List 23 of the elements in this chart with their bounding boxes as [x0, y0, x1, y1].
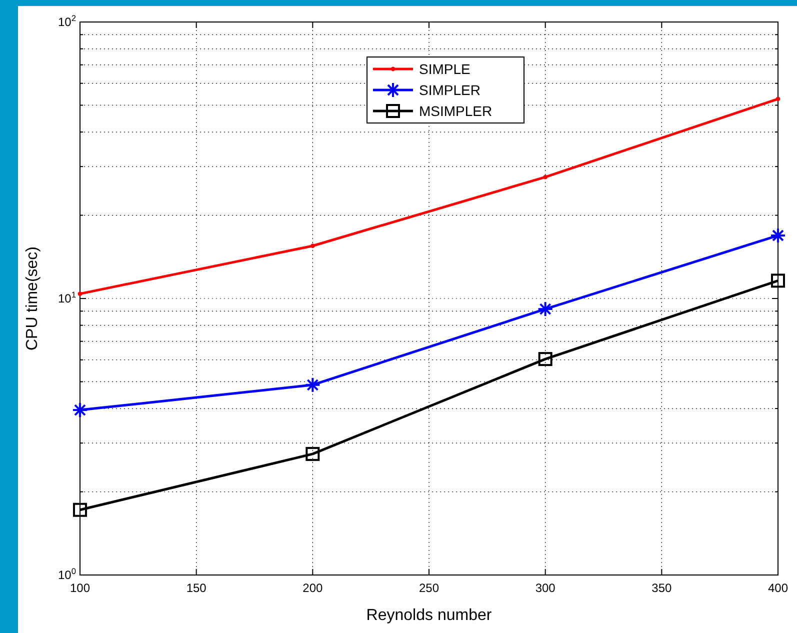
point	[306, 446, 320, 461]
x-tick-label: 100	[70, 581, 90, 595]
point	[543, 174, 548, 180]
y-tick-label: 10$^{2}$	[58, 13, 76, 29]
x-tick-label: 200	[302, 581, 323, 595]
x-tick-label: 150	[186, 581, 207, 595]
point	[73, 502, 87, 517]
point	[771, 274, 785, 288]
legend-label: SIMPLER	[419, 82, 480, 98]
legend-label: MSIMPLER	[419, 103, 492, 119]
point	[538, 352, 552, 366]
x-tick-label: 250	[418, 581, 440, 595]
y-axis-title: CPU time(sec)	[24, 246, 41, 351]
x-tick-label: 350	[652, 581, 672, 595]
x-axis-title: Reynolds number	[366, 607, 492, 624]
x-tick-label: 400	[768, 581, 788, 595]
point	[78, 292, 82, 296]
x-tick-label: 300	[535, 581, 556, 595]
legend-label: SIMPLE	[419, 61, 470, 77]
y-tick-label: 10$^{0}$	[58, 566, 76, 582]
y-tick-label: 10$^{1}$	[58, 290, 76, 306]
point	[310, 244, 315, 248]
point	[776, 96, 780, 102]
